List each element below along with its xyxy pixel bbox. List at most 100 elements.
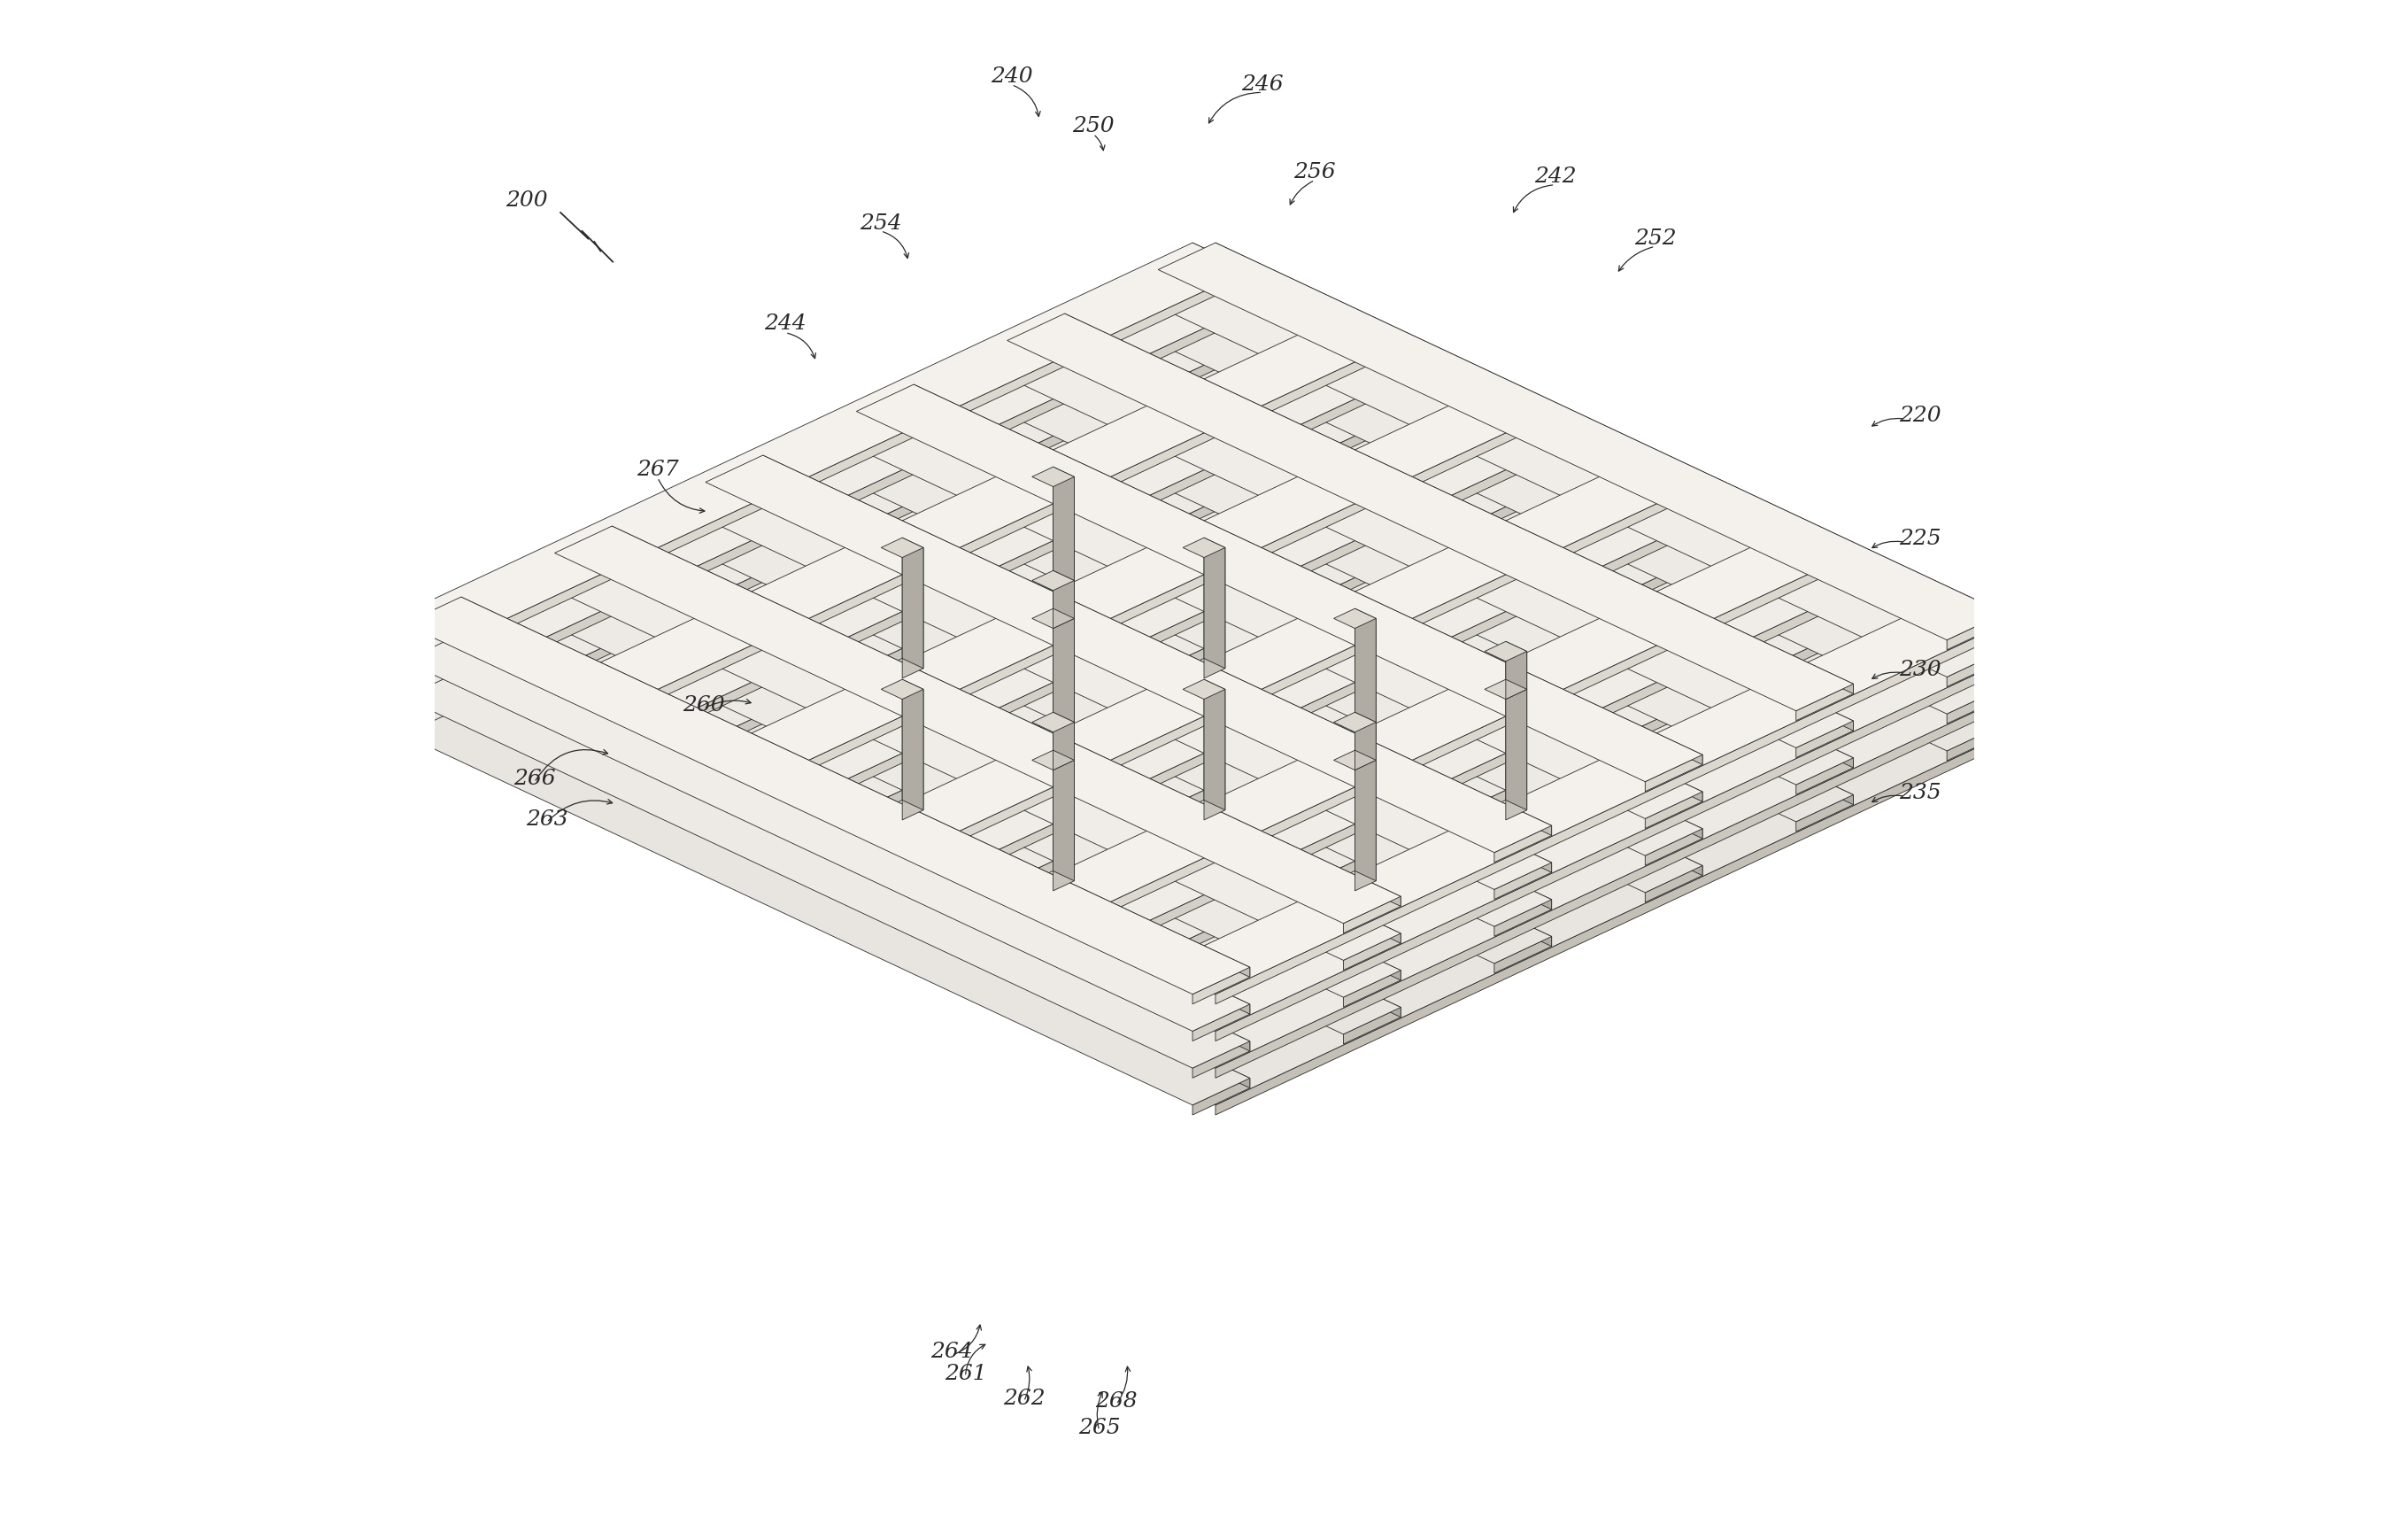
Text: 260: 260	[681, 695, 725, 716]
Text: 244: 244	[763, 313, 807, 334]
Polygon shape	[1033, 608, 1074, 628]
Polygon shape	[763, 448, 1551, 829]
Text: 256: 256	[1293, 162, 1336, 183]
Polygon shape	[1356, 713, 1375, 761]
Polygon shape	[1505, 679, 1527, 810]
Polygon shape	[405, 280, 1250, 678]
Polygon shape	[612, 414, 1401, 795]
Polygon shape	[1064, 627, 1854, 1007]
Polygon shape	[1033, 750, 1074, 770]
Polygon shape	[554, 601, 1401, 998]
Polygon shape	[1033, 467, 1074, 487]
Polygon shape	[706, 496, 1551, 893]
Polygon shape	[1486, 679, 1527, 699]
Polygon shape	[706, 459, 1551, 856]
Polygon shape	[1216, 354, 2003, 735]
Polygon shape	[857, 496, 1702, 893]
Polygon shape	[1344, 351, 1401, 387]
Polygon shape	[1344, 970, 1401, 1007]
Polygon shape	[1007, 351, 1854, 748]
Polygon shape	[405, 243, 1250, 641]
Polygon shape	[1216, 317, 2003, 698]
Polygon shape	[1204, 690, 1226, 819]
Polygon shape	[903, 679, 922, 810]
Polygon shape	[1216, 735, 2003, 1115]
Polygon shape	[1486, 642, 1527, 661]
Polygon shape	[1158, 598, 2003, 995]
Text: 261: 261	[944, 1363, 987, 1384]
Polygon shape	[763, 522, 1551, 902]
Polygon shape	[1192, 1004, 1250, 1041]
Polygon shape	[706, 422, 1551, 819]
Polygon shape	[1192, 243, 1250, 279]
Polygon shape	[612, 451, 1401, 832]
Polygon shape	[1344, 425, 1401, 460]
Polygon shape	[1052, 750, 1074, 881]
Polygon shape	[1007, 425, 1854, 822]
Polygon shape	[1007, 638, 1854, 1035]
Polygon shape	[1052, 619, 1074, 748]
Polygon shape	[460, 343, 1250, 724]
Polygon shape	[1216, 280, 2003, 661]
Text: 265: 265	[1079, 1417, 1120, 1438]
Polygon shape	[1356, 608, 1375, 739]
Polygon shape	[612, 564, 1401, 944]
Polygon shape	[1645, 792, 1702, 829]
Polygon shape	[763, 456, 1551, 836]
Polygon shape	[1796, 638, 1854, 673]
Polygon shape	[1052, 713, 1074, 761]
Polygon shape	[1505, 642, 1527, 690]
Polygon shape	[763, 493, 1551, 873]
Polygon shape	[612, 527, 1401, 907]
Polygon shape	[460, 380, 1250, 761]
Polygon shape	[1344, 1007, 1401, 1044]
Polygon shape	[913, 519, 1702, 899]
Polygon shape	[1158, 634, 2003, 1032]
Polygon shape	[706, 567, 1551, 964]
Polygon shape	[1645, 493, 1702, 528]
Polygon shape	[1158, 708, 2003, 1106]
Polygon shape	[405, 598, 1250, 995]
Polygon shape	[881, 537, 922, 557]
Text: 252: 252	[1635, 228, 1676, 249]
Polygon shape	[1204, 679, 1226, 810]
Polygon shape	[1344, 933, 1401, 970]
Polygon shape	[1948, 724, 2003, 761]
Polygon shape	[554, 388, 1401, 785]
Polygon shape	[554, 564, 1401, 961]
Polygon shape	[903, 548, 922, 678]
Polygon shape	[1064, 553, 1854, 933]
Polygon shape	[1495, 496, 1551, 531]
Polygon shape	[1033, 713, 1074, 732]
Polygon shape	[1216, 624, 2003, 1004]
Polygon shape	[1182, 537, 1226, 557]
Polygon shape	[1052, 477, 1074, 607]
Polygon shape	[1645, 456, 1702, 491]
Polygon shape	[857, 567, 1702, 964]
Polygon shape	[1064, 314, 1854, 695]
Polygon shape	[1796, 564, 1854, 599]
Polygon shape	[1007, 314, 1854, 711]
Polygon shape	[1495, 936, 1551, 973]
Text: 263: 263	[525, 809, 568, 830]
Polygon shape	[857, 385, 1702, 782]
Polygon shape	[1216, 661, 2003, 1041]
Polygon shape	[1007, 388, 1854, 785]
Polygon shape	[1796, 795, 1854, 832]
Polygon shape	[1052, 467, 1074, 598]
Polygon shape	[554, 527, 1401, 924]
Polygon shape	[1334, 750, 1375, 770]
Polygon shape	[554, 351, 1401, 748]
Polygon shape	[706, 456, 1551, 853]
Polygon shape	[1158, 243, 2003, 641]
Polygon shape	[1192, 354, 1250, 390]
Polygon shape	[1356, 761, 1375, 890]
Polygon shape	[460, 598, 1250, 978]
Polygon shape	[405, 354, 1250, 752]
Text: 254: 254	[860, 213, 901, 234]
Polygon shape	[706, 493, 1551, 890]
Polygon shape	[1064, 425, 1854, 805]
Polygon shape	[1052, 581, 1074, 628]
Polygon shape	[1495, 899, 1551, 936]
Polygon shape	[1796, 601, 1854, 636]
